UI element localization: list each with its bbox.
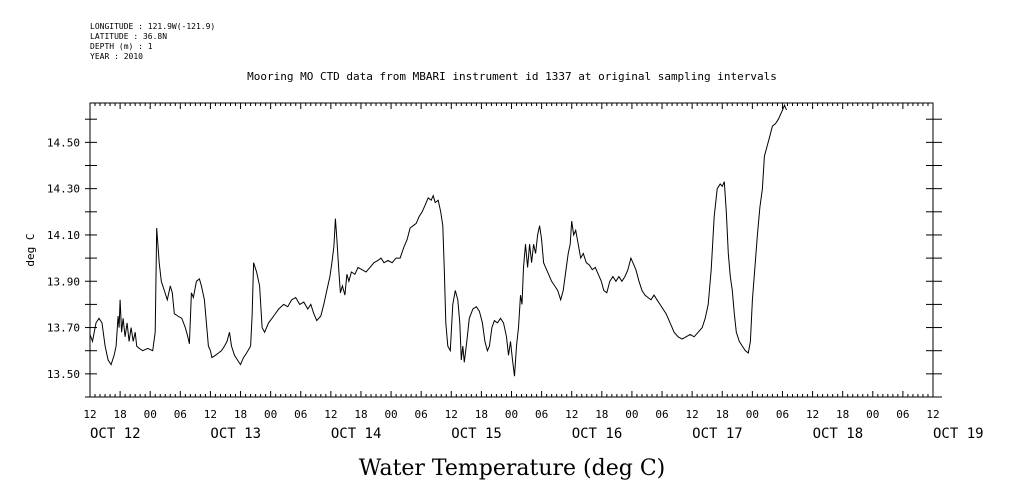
- x-tick-label: 12: [83, 408, 96, 421]
- x-tick-label: 12: [806, 408, 819, 421]
- x-tick-label: 18: [716, 408, 729, 421]
- x-tick-label: 06: [655, 408, 668, 421]
- y-tick-label: 13.90: [47, 275, 80, 288]
- y-tick-label: 13.70: [47, 322, 80, 335]
- x-tick-label: 18: [234, 408, 247, 421]
- y-axis-label: deg C: [24, 233, 37, 266]
- axis-ticks: [85, 103, 942, 398]
- x-tick-labels: 12 18 00 06 12 18 00 06 12 18 00 06 12 18 00 06 12 18 00 06…: [83, 408, 939, 421]
- year-label: YEAR : 2010: [90, 52, 143, 61]
- x-tick-label: 00: [505, 408, 518, 421]
- day-label: OCT 15: [451, 426, 502, 442]
- y-tick-labels: 13.50 13.70 13.90 14.10 14.30 14.50: [47, 136, 80, 380]
- series-line: [89, 104, 787, 377]
- x-tick-label: 18: [113, 408, 126, 421]
- y-tick-label: 14.50: [47, 136, 80, 149]
- x-tick-label: 00: [384, 408, 397, 421]
- x-tick-label: 12: [324, 408, 337, 421]
- day-label: OCT 12: [90, 426, 141, 442]
- day-label: OCT 16: [572, 426, 623, 442]
- x-tick-label: 18: [836, 408, 849, 421]
- x-tick-label: 06: [535, 408, 548, 421]
- x-tick-label: 06: [896, 408, 909, 421]
- x-tick-label: 00: [866, 408, 879, 421]
- x-tick-label: 06: [415, 408, 428, 421]
- depth-label: DEPTH (m) : 1: [90, 42, 153, 51]
- metadata-block: LONGITUDE : 121.9W(-121.9) LATITUDE : 36…: [90, 22, 215, 62]
- latitude-label: LATITUDE : 36.8N: [90, 32, 168, 41]
- day-label: OCT 18: [813, 426, 864, 442]
- x-axis-label: Water Temperature (deg C): [359, 456, 666, 481]
- day-label: OCT 19: [933, 426, 984, 442]
- x-tick-label: 00: [746, 408, 759, 421]
- x-tick-label: 00: [264, 408, 277, 421]
- x-tick-label: 18: [354, 408, 367, 421]
- x-tick-label: 00: [144, 408, 157, 421]
- day-label: OCT 17: [692, 426, 743, 442]
- x-tick-label: 12: [204, 408, 217, 421]
- x-tick-label: 18: [475, 408, 488, 421]
- x-tick-label: 00: [625, 408, 638, 421]
- x-tick-label: 12: [686, 408, 699, 421]
- day-label: OCT 13: [210, 426, 261, 442]
- x-tick-label: 06: [174, 408, 187, 421]
- day-label: OCT 14: [331, 426, 382, 442]
- y-tick-label: 14.10: [47, 229, 80, 242]
- x-tick-label: 12: [445, 408, 458, 421]
- y-tick-label: 13.50: [47, 368, 80, 381]
- x-tick-label: 06: [294, 408, 307, 421]
- x-tick-label: 06: [776, 408, 789, 421]
- x-tick-label: 18: [595, 408, 608, 421]
- y-tick-label: 14.30: [47, 183, 80, 196]
- longitude-label: LONGITUDE : 121.9W(-121.9): [90, 22, 216, 31]
- x-tick-label: 12: [926, 408, 939, 421]
- day-labels: OCT 12 OCT 13 OCT 14 OCT 15 OCT 16 OCT 17 OCT …: [90, 426, 984, 442]
- x-tick-label: 12: [565, 408, 578, 421]
- chart-title: Mooring MO CTD data from MBARI instrumen…: [247, 70, 777, 83]
